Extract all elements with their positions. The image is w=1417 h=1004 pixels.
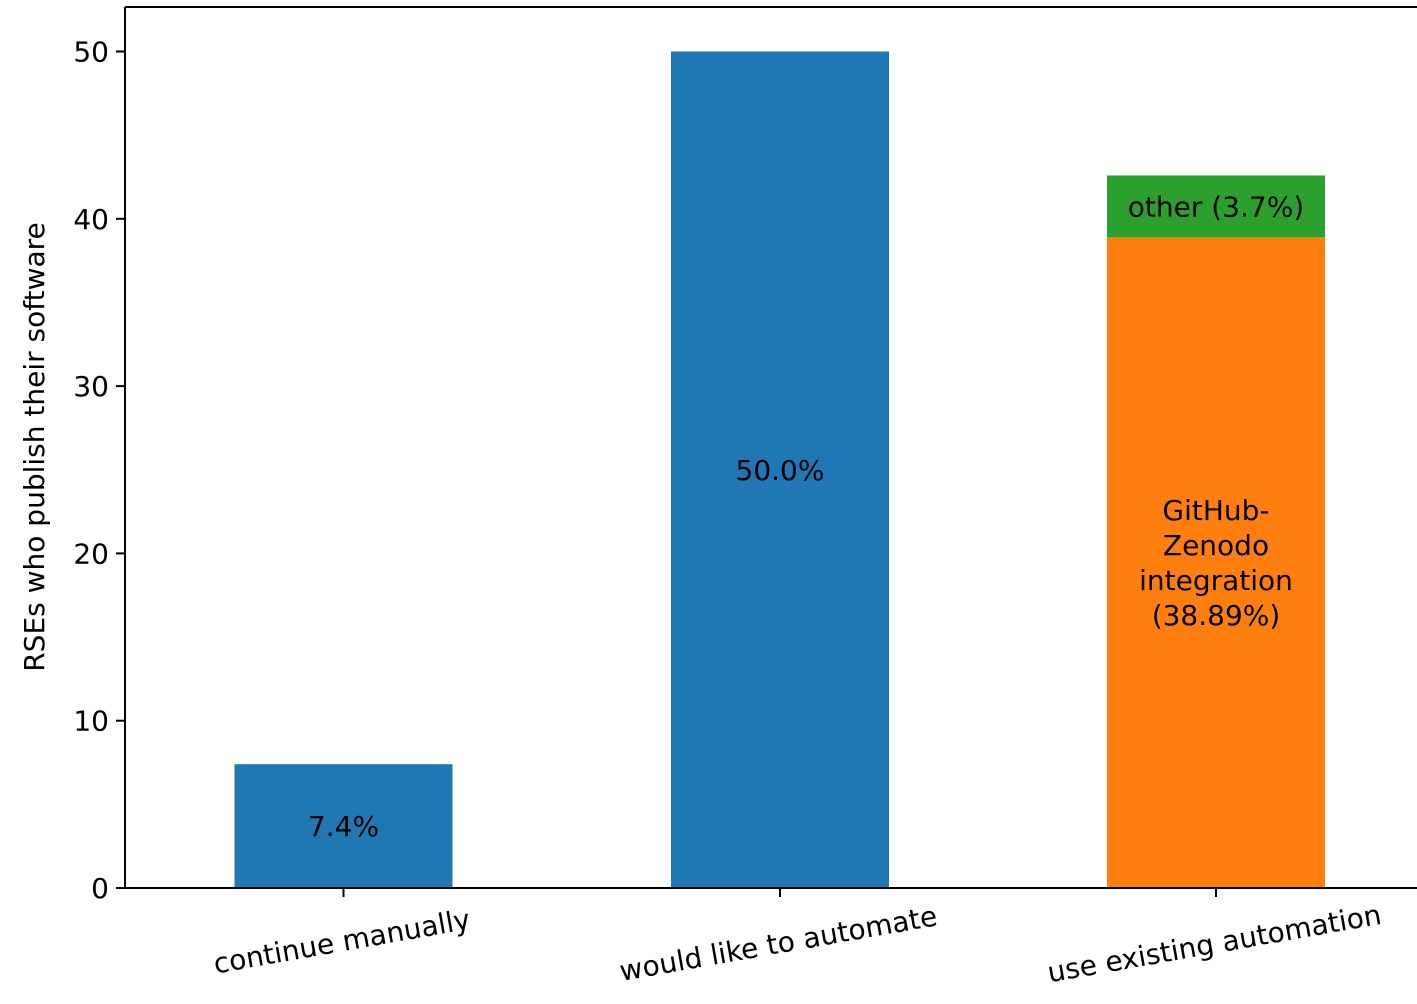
bars-layer [234, 51, 1325, 888]
bar-value-label: GitHub- [1162, 494, 1269, 527]
x-ticks: continue manually would like to automate u… [211, 888, 1384, 989]
bar-labels-layer: 7.4% 50.0% GitHub-Zenodointegration(38.89%… [308, 190, 1304, 843]
bar-value-label: 7.4% [308, 810, 379, 843]
bar-value-label: Zenodo [1163, 529, 1269, 562]
bar-value-label: integration [1139, 564, 1293, 597]
bar-segment [1107, 237, 1325, 888]
y-tick-label: 10 [73, 705, 109, 738]
y-axis-label: RSEs who publish their software [18, 222, 51, 672]
y-tick-label: 40 [73, 203, 109, 236]
y-tick-label: 30 [73, 370, 109, 403]
x-category-label: continue manually [211, 903, 473, 981]
y-ticks: 0 10 20 30 40 50 [73, 36, 125, 905]
y-tick-label: 50 [73, 36, 109, 69]
bar-value-label: other (3.7%) [1128, 190, 1304, 223]
bar-value-label: (38.89%) [1152, 599, 1281, 632]
y-tick-label: 20 [73, 537, 109, 570]
x-category-label: would like to automate [617, 899, 940, 987]
bar-value-label: 50.0% [736, 454, 825, 487]
bar-segment [1107, 175, 1325, 238]
bar-segment [671, 51, 889, 888]
x-category-label: use existing automation [1045, 898, 1384, 989]
bar-segment [234, 764, 453, 888]
y-tick-label: 0 [91, 872, 109, 905]
